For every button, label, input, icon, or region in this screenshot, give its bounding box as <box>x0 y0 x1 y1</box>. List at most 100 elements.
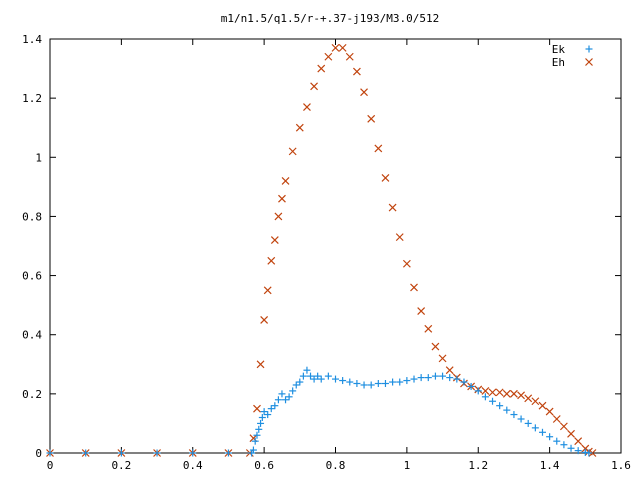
x-axis: 0 0.2 0.4 0.6 0.8 1 1.2 1.4 1.6 <box>47 39 631 472</box>
data-point-ek <box>546 433 554 441</box>
data-point-eh <box>360 88 368 97</box>
data-point-ek <box>574 447 582 455</box>
data-point-ek <box>274 396 282 404</box>
data-point-ek <box>538 428 546 436</box>
data-point-eh <box>270 236 279 245</box>
data-point-ek <box>251 437 259 445</box>
x-tick-label: 0.8 <box>326 459 346 472</box>
y-tick-label: 1.4 <box>22 33 42 46</box>
x-tick-label: 0.6 <box>254 459 274 472</box>
data-point-eh <box>324 52 333 61</box>
data-point-ek <box>460 378 468 386</box>
data-point-eh <box>331 43 340 52</box>
data-point-ek <box>317 375 325 383</box>
data-point-eh <box>274 212 283 221</box>
data-point-eh <box>524 394 533 403</box>
data-point-eh <box>431 342 440 351</box>
data-point-ek <box>289 387 297 395</box>
data-point-ek <box>424 374 432 382</box>
data-point-eh <box>381 174 390 182</box>
series-eh <box>46 43 597 457</box>
y-tick-label: 0.6 <box>22 270 42 283</box>
data-point-eh <box>531 397 540 406</box>
data-point-ek <box>46 449 54 457</box>
data-point-ek <box>153 449 161 457</box>
data-point-eh <box>410 283 418 292</box>
data-point-ek <box>481 393 489 401</box>
chart-title: m1/n1.5/q1.5/r-+.37-j193/M3.0/512 <box>221 12 440 25</box>
data-point-ek <box>503 406 511 414</box>
x-tick-label: 0 <box>47 459 54 472</box>
data-point-eh <box>395 233 404 242</box>
data-point-eh <box>374 144 383 153</box>
data-point-ek <box>431 372 439 380</box>
data-point-ek <box>117 449 125 457</box>
data-point-eh <box>310 82 319 91</box>
x-tick-label: 1.6 <box>611 459 631 472</box>
data-point-ek <box>189 449 197 457</box>
data-point-eh <box>481 386 490 395</box>
data-point-ek <box>396 378 404 386</box>
data-point-ek <box>314 372 322 380</box>
data-point-eh <box>402 259 411 268</box>
data-point-eh <box>517 391 525 400</box>
data-point-ek <box>517 415 525 423</box>
data-point-ek <box>496 402 504 410</box>
data-point-ek <box>303 366 311 374</box>
data-point-ek <box>282 396 290 404</box>
data-point-ek <box>299 372 307 380</box>
data-point-ek <box>296 378 304 386</box>
data-point-ek <box>267 405 275 413</box>
data-point-eh <box>545 407 554 416</box>
data-point-eh <box>495 388 504 397</box>
data-point-eh <box>388 203 397 212</box>
data-point-ek <box>264 411 272 419</box>
data-point-ek <box>292 381 300 389</box>
data-point-ek <box>258 414 266 422</box>
series-ek <box>46 366 593 457</box>
data-point-ek <box>524 419 532 427</box>
data-point-ek <box>255 425 263 433</box>
legend-label: Ek <box>552 43 566 56</box>
data-point-ek <box>585 449 593 457</box>
data-point-eh <box>317 64 326 73</box>
data-point-ek <box>381 380 389 388</box>
data-point-ek <box>278 390 286 398</box>
data-point-ek <box>531 424 539 432</box>
data-point-eh <box>424 324 433 333</box>
data-point-ek <box>307 372 315 380</box>
data-point-ek <box>367 381 375 389</box>
y-tick-label: 1 <box>35 151 42 164</box>
data-point-ek <box>410 375 418 383</box>
data-point-ek <box>360 381 368 389</box>
legend-label: Eh <box>552 56 565 69</box>
y-tick-label: 0.8 <box>22 210 42 223</box>
y-tick-label: 1.2 <box>22 92 42 105</box>
data-point-eh <box>345 52 354 61</box>
data-point-eh <box>253 404 261 413</box>
data-point-eh <box>588 449 597 457</box>
x-tick-label: 1 <box>404 459 411 472</box>
data-point-ek <box>249 446 257 454</box>
data-point-eh <box>267 256 276 265</box>
data-point-eh <box>278 194 286 203</box>
data-point-ek <box>553 437 561 445</box>
data-point-ek <box>489 397 497 405</box>
data-point-ek <box>353 380 361 388</box>
data-point-eh <box>574 437 583 446</box>
data-point-ek <box>560 441 568 449</box>
data-point-ek <box>346 378 354 386</box>
data-point-ek <box>285 393 293 401</box>
data-point-eh <box>502 389 511 398</box>
x-tick-label: 0.2 <box>111 459 131 472</box>
y-tick-label: 0.4 <box>22 329 42 342</box>
data-point-ek <box>260 408 268 416</box>
legend-marker-ek <box>585 45 593 53</box>
data-point-eh <box>288 147 297 156</box>
data-point-eh <box>256 360 265 369</box>
data-point-ek <box>310 375 318 383</box>
x-tick-label: 1.4 <box>540 459 560 472</box>
legend-marker-eh <box>585 58 593 66</box>
data-point-ek <box>467 382 475 390</box>
data-point-ek <box>374 380 382 388</box>
